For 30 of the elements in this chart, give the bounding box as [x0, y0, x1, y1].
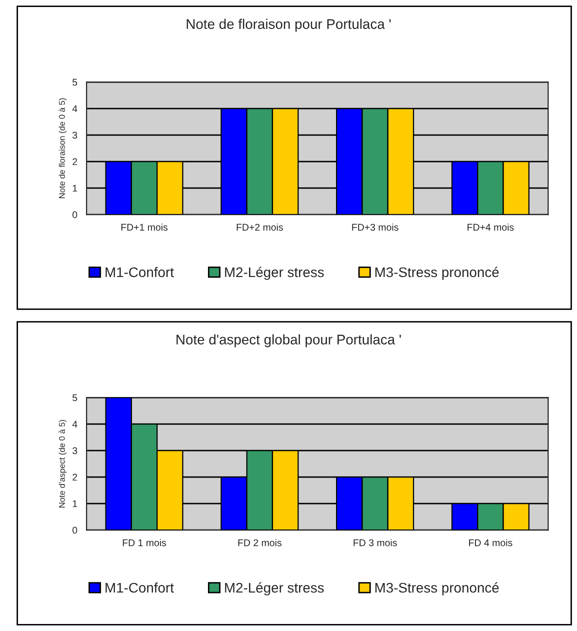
legend-label: M2-Léger stress: [225, 266, 324, 280]
legend-label: M1-Confort: [106, 582, 174, 593]
legend-label: M1-Confort: [106, 266, 174, 278]
x-tick-label: FD+3 mois: [352, 224, 398, 231]
y-tick-label: 0: [72, 211, 78, 218]
legend-label: M3-Stress prononcé: [375, 582, 499, 596]
y-tick-label: 2: [72, 158, 78, 166]
legend-label: M3-Stress prononcé: [375, 266, 499, 280]
y-tick-label: 1: [72, 500, 78, 508]
y-tick-label: 5: [72, 394, 78, 402]
x-tick-label: FD 3 mois: [354, 539, 397, 546]
y-tick-label: 1: [72, 184, 78, 192]
x-tick-label: FD 1 mois: [122, 539, 166, 546]
y-tick-label: 3: [72, 132, 78, 139]
y-axis-title: Note de floraison (de 0 à 5): [58, 98, 67, 198]
chart-title: Note d'aspect global pour Portulaca ': [176, 334, 401, 348]
x-tick-label: FD+4 mois: [468, 224, 514, 231]
y-tick-label: 4: [72, 105, 78, 112]
y-tick-label: 3: [72, 447, 78, 454]
y-tick-label: 4: [72, 420, 78, 428]
y-tick-label: 2: [72, 474, 78, 481]
legend-label: M2-Léger stress: [225, 582, 324, 596]
y-axis-title: Note d'aspect (de 0 à 5): [58, 420, 67, 508]
x-tick-label: FD+2 mois: [236, 224, 283, 231]
chart-title: Note de floraison pour Portulaca ': [186, 18, 391, 32]
x-tick-label: FD 4 mois: [469, 539, 512, 546]
y-tick-label: 0: [72, 526, 78, 534]
x-tick-label: FD 2 mois: [238, 539, 282, 546]
y-tick-label: 5: [72, 78, 78, 86]
x-tick-label: FD+1 mois: [121, 224, 168, 231]
